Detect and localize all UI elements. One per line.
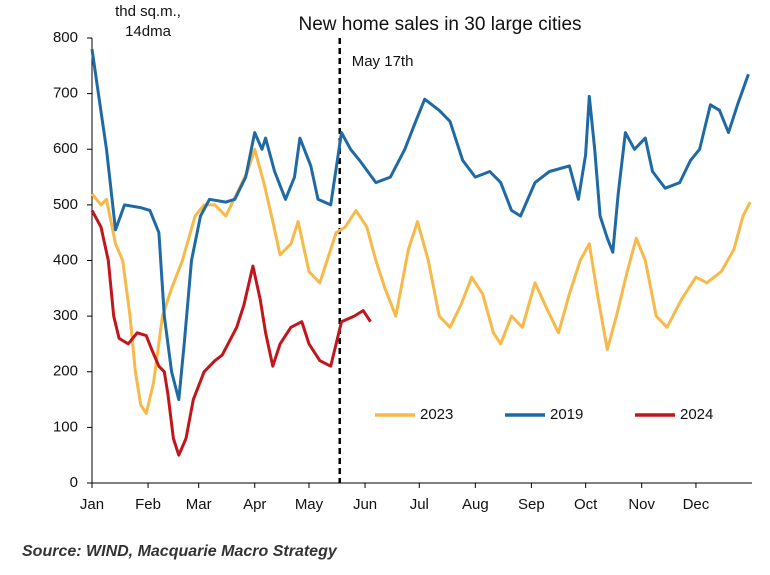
y-tick-label: 0 <box>70 474 78 491</box>
y-axis-label: thd sq.m., <box>115 3 181 20</box>
series-line <box>90 209 372 457</box>
source-note: Source: WIND, Macquarie Macro Strategy <box>22 543 337 560</box>
series-line <box>90 48 750 402</box>
x-tick-label: Nov <box>628 496 655 513</box>
chart-title: New home sales in 30 large cities <box>298 14 581 35</box>
annotation-label: May 17th <box>352 53 414 70</box>
y-tick-label: 700 <box>53 85 78 102</box>
legend-label: 2023 <box>420 406 453 423</box>
series-line <box>90 147 752 415</box>
y-tick-label: 400 <box>53 251 78 268</box>
x-tick-label: Feb <box>135 496 161 513</box>
x-tick-label: Mar <box>186 496 212 513</box>
y-tick-label: 800 <box>53 29 78 46</box>
y-tick-label: 200 <box>53 363 78 380</box>
x-tick-label: Apr <box>243 496 266 513</box>
y-tick-label: 300 <box>53 307 78 324</box>
x-tick-label: Oct <box>574 496 598 513</box>
x-tick-label: Dec <box>683 496 710 513</box>
x-tick-label: Jan <box>80 496 104 513</box>
x-tick-label: Sep <box>518 496 545 513</box>
y-tick-label: 600 <box>53 140 78 157</box>
legend-label: 2019 <box>550 406 583 423</box>
x-tick-label: May <box>295 496 324 513</box>
x-tick-label: Aug <box>462 496 489 513</box>
legend-label: 2024 <box>680 406 713 423</box>
y-axis-label: 14dma <box>125 23 172 40</box>
y-tick-label: 100 <box>53 418 78 435</box>
x-tick-label: Jul <box>410 496 429 513</box>
x-tick-label: Jun <box>353 496 377 513</box>
y-tick-label: 500 <box>53 196 78 213</box>
chart: New home sales in 30 large cities thd sq… <box>53 3 752 513</box>
